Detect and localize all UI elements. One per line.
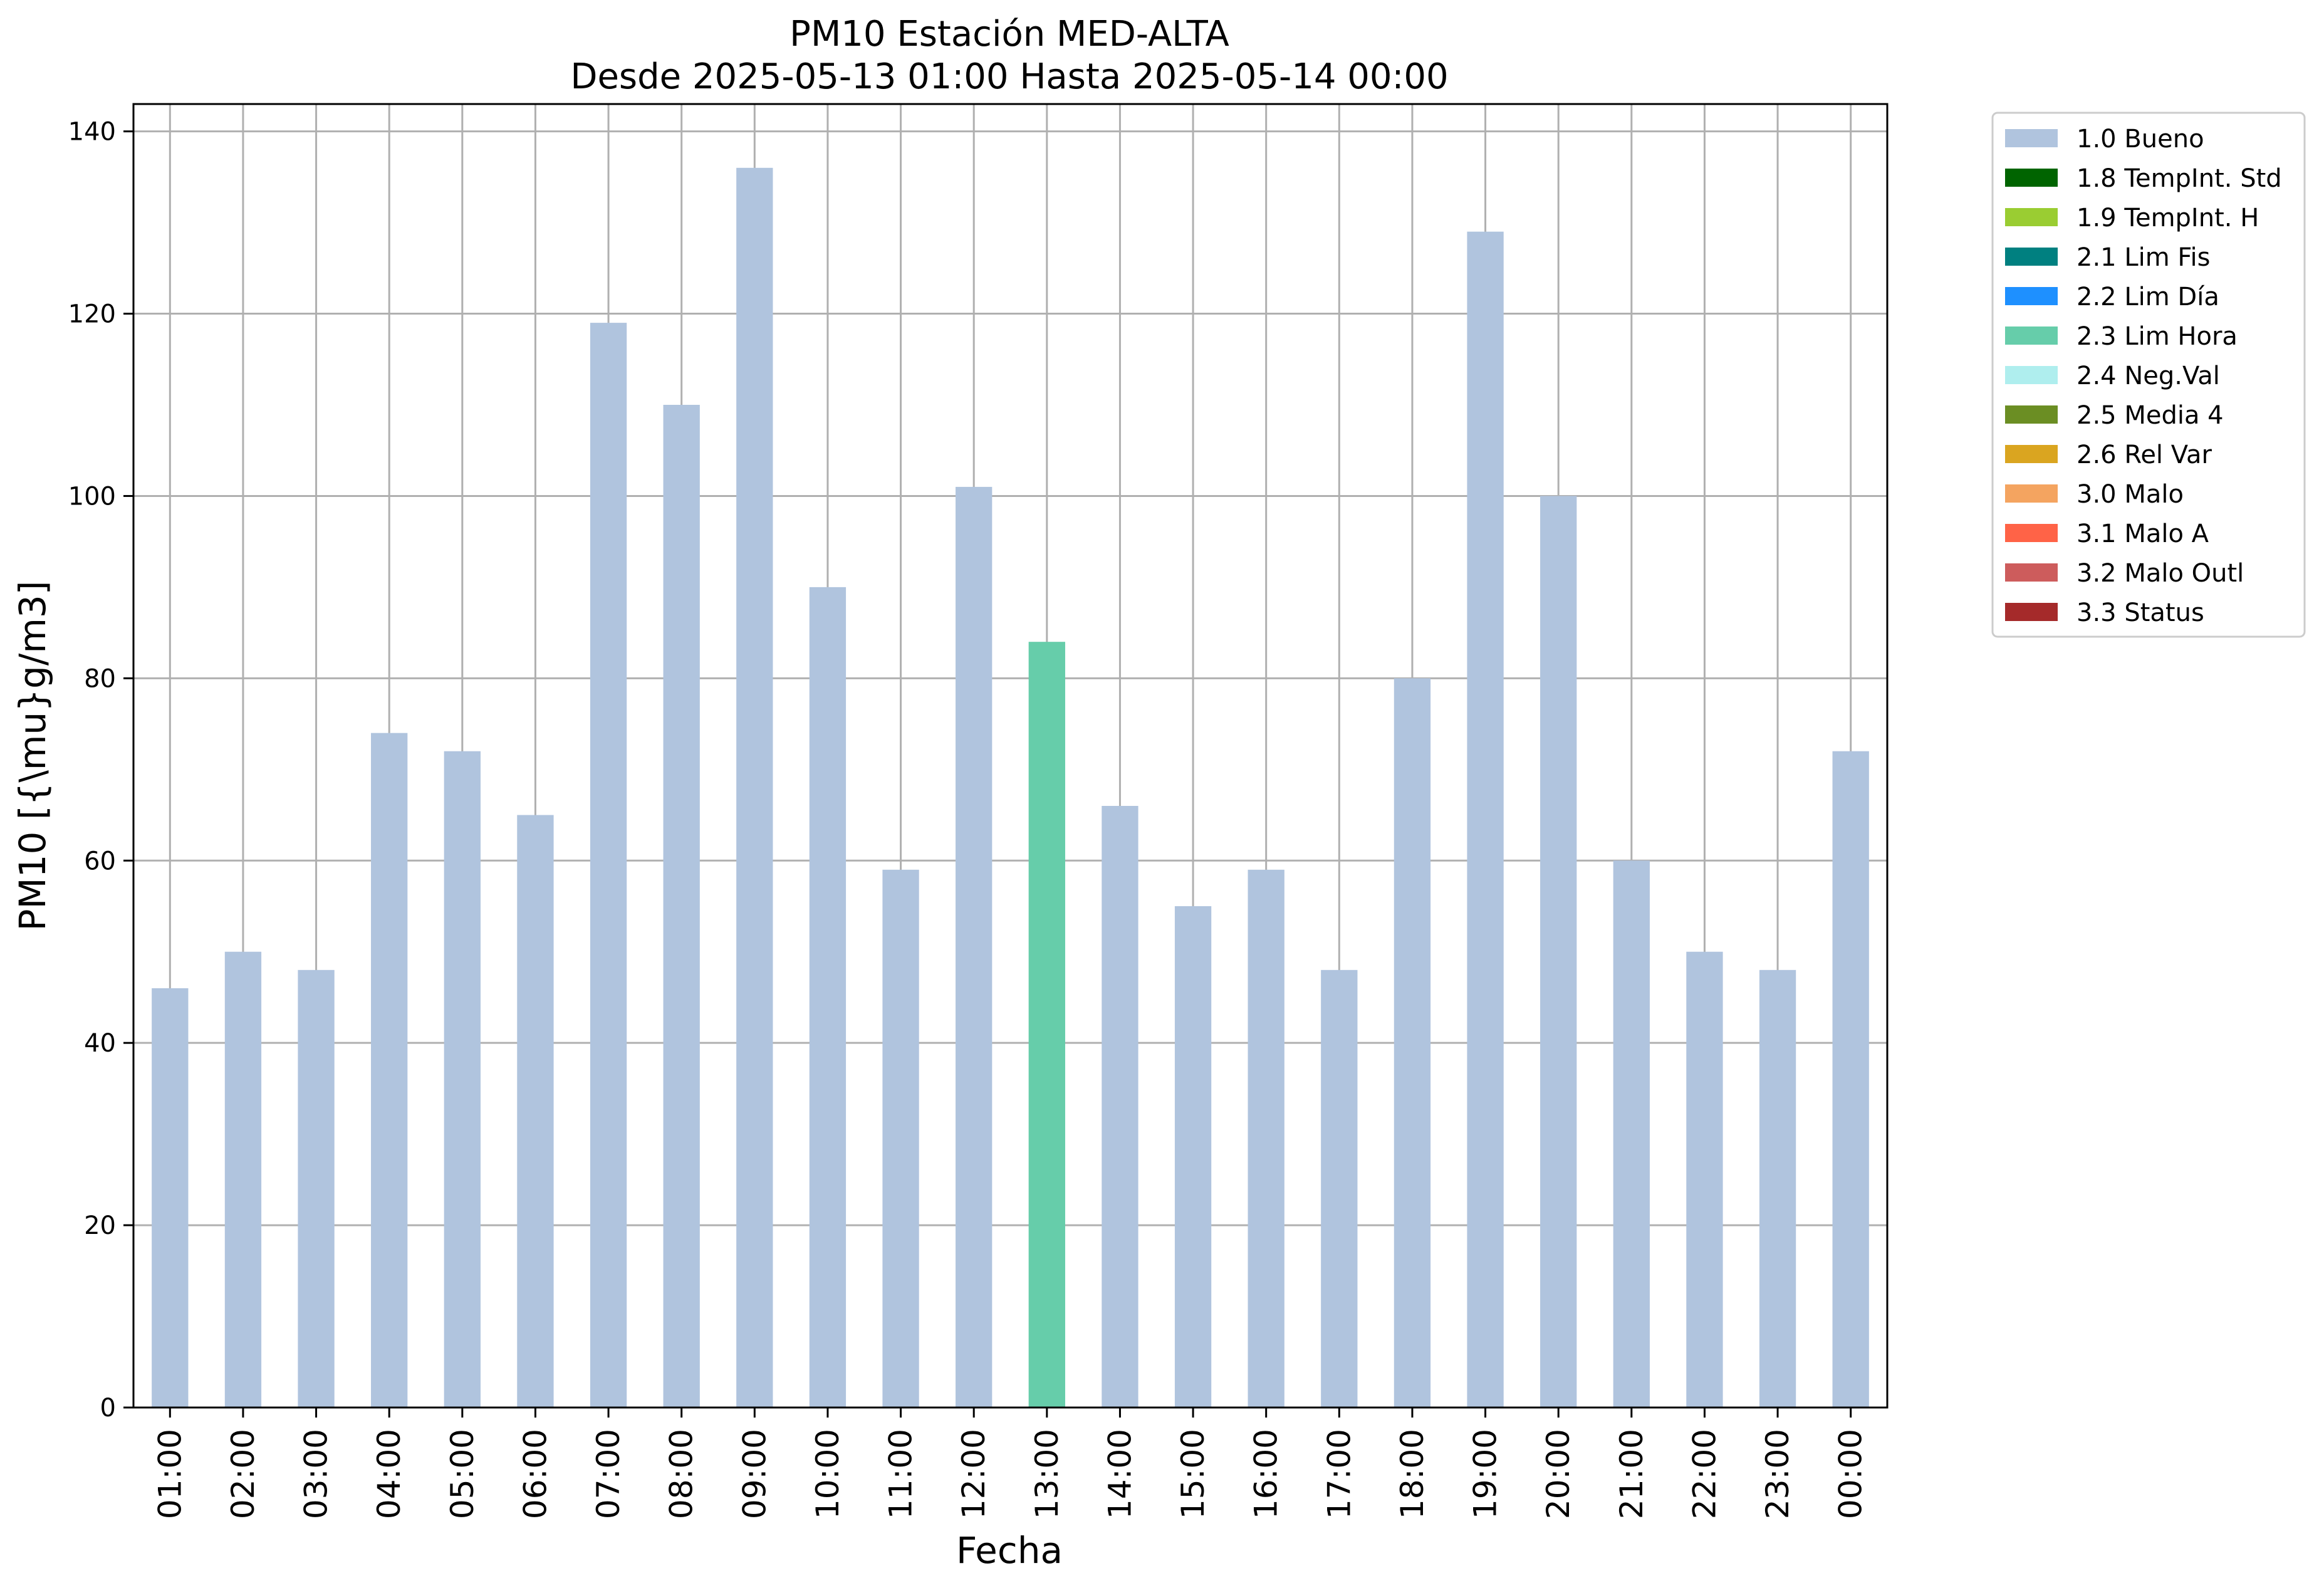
bar-1600	[1248, 869, 1284, 1408]
x-tick-label: 08:00	[664, 1429, 700, 1519]
legend-label: 1.0 Bueno	[2076, 125, 2204, 154]
x-axis-label: Fecha	[956, 1529, 1063, 1572]
bar-0900	[736, 167, 773, 1408]
legend-swatch	[2005, 563, 2058, 582]
y-tick-label: 20	[84, 1211, 116, 1240]
bar-0500	[444, 751, 481, 1408]
bar-1000	[809, 587, 847, 1408]
legend-label: 2.2 Lim Día	[2076, 283, 2219, 311]
legend-swatch	[2005, 326, 2058, 345]
bar-0100	[152, 988, 189, 1408]
legend-swatch	[2005, 366, 2058, 384]
bar-0000	[1832, 751, 1869, 1408]
y-tick-label: 40	[84, 1029, 116, 1058]
legend-label: 1.8 TempInt. Std	[2076, 164, 2282, 193]
bar-1800	[1394, 678, 1431, 1408]
x-tick-label: 06:00	[517, 1429, 553, 1519]
plot-frame	[132, 103, 1889, 1409]
x-tick-label: 13:00	[1029, 1429, 1065, 1519]
legend-label: 2.5 Media 4	[2076, 401, 2224, 430]
bar-1300	[1028, 642, 1065, 1408]
legend-entries: 1.0 Bueno 1.8 TempInt. Std 1.9 TempInt. H 2…	[2005, 125, 2282, 627]
x-tick-label: 17:00	[1321, 1429, 1357, 1519]
x-tick-label: 15:00	[1175, 1429, 1211, 1519]
y-axis-ticks: 0 20 40 60 80 100 120 140	[68, 118, 133, 1423]
x-tick-label: 23:00	[1759, 1429, 1796, 1519]
x-tick-label: 03:00	[298, 1429, 335, 1519]
legend-swatch	[2005, 169, 2058, 187]
y-axis-label: PM10 [{\mu}g/m3]	[11, 581, 54, 931]
legend-swatch	[2005, 445, 2058, 463]
x-tick-label: 04:00	[371, 1429, 407, 1519]
y-tick-label: 140	[68, 118, 116, 147]
x-tick-label: 18:00	[1394, 1429, 1430, 1519]
chart-subtitle: Desde 2025-05-13 01:00 Hasta 2025-05-14 …	[570, 56, 1448, 97]
bar-0600	[517, 815, 554, 1408]
legend-label: 2.3 Lim Hora	[2076, 322, 2238, 351]
x-tick-label: 21:00	[1613, 1429, 1650, 1519]
legend-label: 2.4 Neg.Val	[2076, 362, 2220, 390]
legend-label: 2.1 Lim Fis	[2076, 243, 2210, 272]
x-tick-label: 10:00	[810, 1429, 846, 1519]
bar-0200	[224, 951, 262, 1408]
bar-1200	[956, 486, 993, 1408]
bar-2300	[1759, 969, 1796, 1408]
legend-label: 3.2 Malo Outl	[2076, 559, 2244, 588]
legend-swatch	[2005, 208, 2058, 226]
bar-2100	[1613, 860, 1650, 1408]
x-tick-label: 12:00	[956, 1429, 992, 1519]
legend-swatch	[2005, 248, 2058, 266]
bar-0700	[590, 323, 627, 1408]
legend-label: 2.6 Rel Var	[2076, 441, 2212, 469]
legend-swatch	[2005, 524, 2058, 542]
y-tick-label: 100	[68, 482, 116, 511]
legend-label: 3.3 Status	[2076, 598, 2204, 627]
bar-0400	[371, 733, 408, 1408]
legend-swatch	[2005, 484, 2058, 503]
x-tick-label: 02:00	[225, 1429, 261, 1519]
x-tick-label: 00:00	[1833, 1429, 1869, 1519]
x-tick-label: 22:00	[1686, 1429, 1722, 1519]
bar-1900	[1467, 231, 1504, 1408]
legend-label: 1.9 TempInt. H	[2076, 204, 2259, 232]
chart-title: PM10 Estación MED-ALTA	[789, 14, 1229, 55]
x-tick-label: 11:00	[883, 1429, 919, 1519]
bar-0300	[298, 969, 335, 1408]
legend: 1.0 Bueno 1.8 TempInt. Std 1.9 TempInt. H 2…	[1991, 112, 2306, 638]
bars	[152, 167, 1869, 1408]
x-tick-label: 01:00	[152, 1429, 188, 1519]
bar-1400	[1102, 806, 1139, 1408]
x-tick-label: 16:00	[1248, 1429, 1284, 1519]
bar-2000	[1540, 496, 1577, 1408]
legend-label: 3.0 Malo	[2076, 480, 2184, 509]
legend-label: 3.1 Malo A	[2076, 520, 2209, 548]
x-tick-label: 05:00	[444, 1429, 481, 1519]
x-tick-label: 20:00	[1540, 1429, 1576, 1519]
legend-frame	[1991, 112, 2306, 638]
x-tick-label: 07:00	[590, 1429, 627, 1519]
bar-1700	[1321, 969, 1358, 1408]
x-axis-ticks: 01:00 02:00 03:00 04:00 05:00 06:00 07:00 08:00…	[152, 1408, 1869, 1519]
y-tick-label: 0	[100, 1394, 116, 1423]
legend-swatch	[2005, 129, 2058, 147]
x-tick-label: 14:00	[1102, 1429, 1138, 1519]
y-tick-label: 120	[68, 300, 116, 329]
bar-1100	[882, 869, 919, 1408]
y-tick-label: 60	[84, 847, 116, 875]
legend-swatch	[2005, 405, 2058, 424]
bar-0800	[663, 405, 700, 1408]
x-tick-label: 19:00	[1467, 1429, 1504, 1519]
legend-swatch	[2005, 603, 2058, 621]
legend-swatch	[2005, 287, 2058, 305]
x-tick-label: 09:00	[736, 1429, 773, 1519]
bar-1500	[1174, 906, 1212, 1408]
y-tick-label: 80	[84, 664, 116, 693]
bar-2200	[1686, 951, 1723, 1408]
